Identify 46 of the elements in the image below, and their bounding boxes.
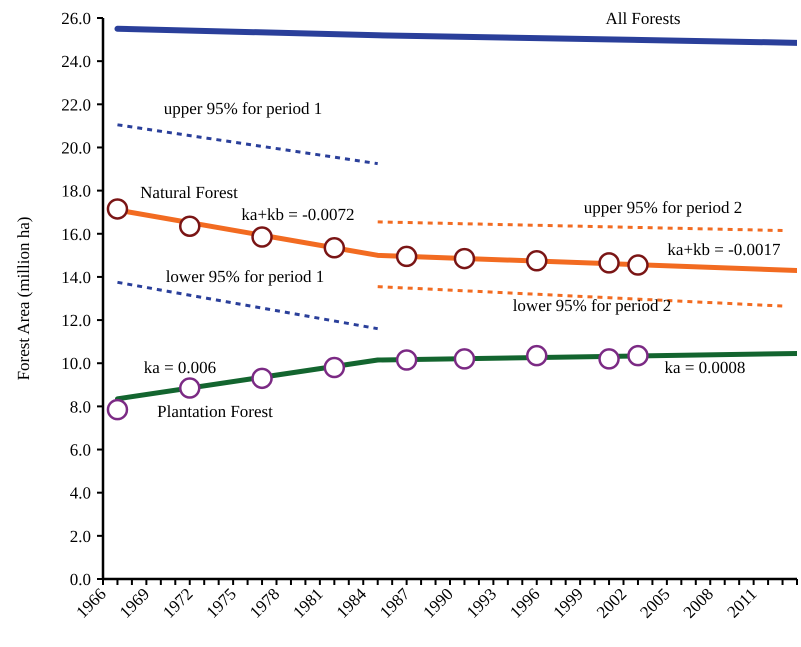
point	[251, 226, 273, 248]
y-tick-label: 26.0	[61, 9, 91, 28]
point	[251, 368, 273, 390]
series-label: upper 95% for period 2	[584, 198, 742, 217]
point	[526, 344, 548, 366]
y-tick-label: 10.0	[61, 354, 91, 374]
series-label: upper 95% for period 1	[164, 99, 322, 118]
point	[454, 248, 476, 270]
y-tick-label: 16.0	[61, 224, 91, 244]
point	[627, 344, 649, 366]
point	[106, 398, 128, 420]
series-label: All Forests	[605, 9, 681, 28]
annotation: ka+kb = -0.0072	[241, 205, 355, 224]
x-tick-label: 2011	[723, 584, 760, 622]
point	[454, 348, 476, 370]
y-tick-label: 0.0	[70, 570, 91, 589]
annotation: ka = 0.0008	[664, 358, 746, 377]
x-tick-label: 1981	[289, 584, 327, 622]
annotation: ka = 0.006	[144, 358, 216, 377]
series-label: Natural Forest	[140, 183, 238, 202]
y-tick-label: 20.0	[61, 138, 91, 158]
y-tick-label: 4.0	[70, 484, 91, 503]
point	[179, 377, 200, 399]
series-label: Plantation Forest	[157, 402, 274, 421]
y-tick-label: 18.0	[61, 182, 91, 201]
series-label: lower 95% for period 1	[166, 267, 324, 286]
y-axis-title: Forest Area (million ha)	[14, 216, 34, 380]
point	[106, 198, 128, 220]
series-label: lower 95% for period 2	[512, 296, 672, 315]
y-tick-label: 14.0	[61, 268, 91, 287]
y-tick-label: 24.0	[61, 52, 91, 72]
y-tick-label: 8.0	[70, 397, 91, 416]
point	[598, 348, 620, 370]
point	[324, 356, 346, 378]
point	[627, 254, 649, 276]
y-tick-label: 12.0	[61, 311, 91, 330]
point	[179, 215, 200, 237]
y-tick-label: 22.0	[61, 95, 91, 114]
y-tick-label: 6.0	[70, 440, 91, 460]
point	[598, 252, 620, 274]
y-tick-label: 2.0	[70, 526, 91, 546]
point	[526, 250, 548, 272]
annotation: ka+kb = -0.0017	[667, 240, 782, 259]
point	[396, 246, 418, 268]
point	[396, 349, 418, 371]
point	[324, 237, 346, 259]
